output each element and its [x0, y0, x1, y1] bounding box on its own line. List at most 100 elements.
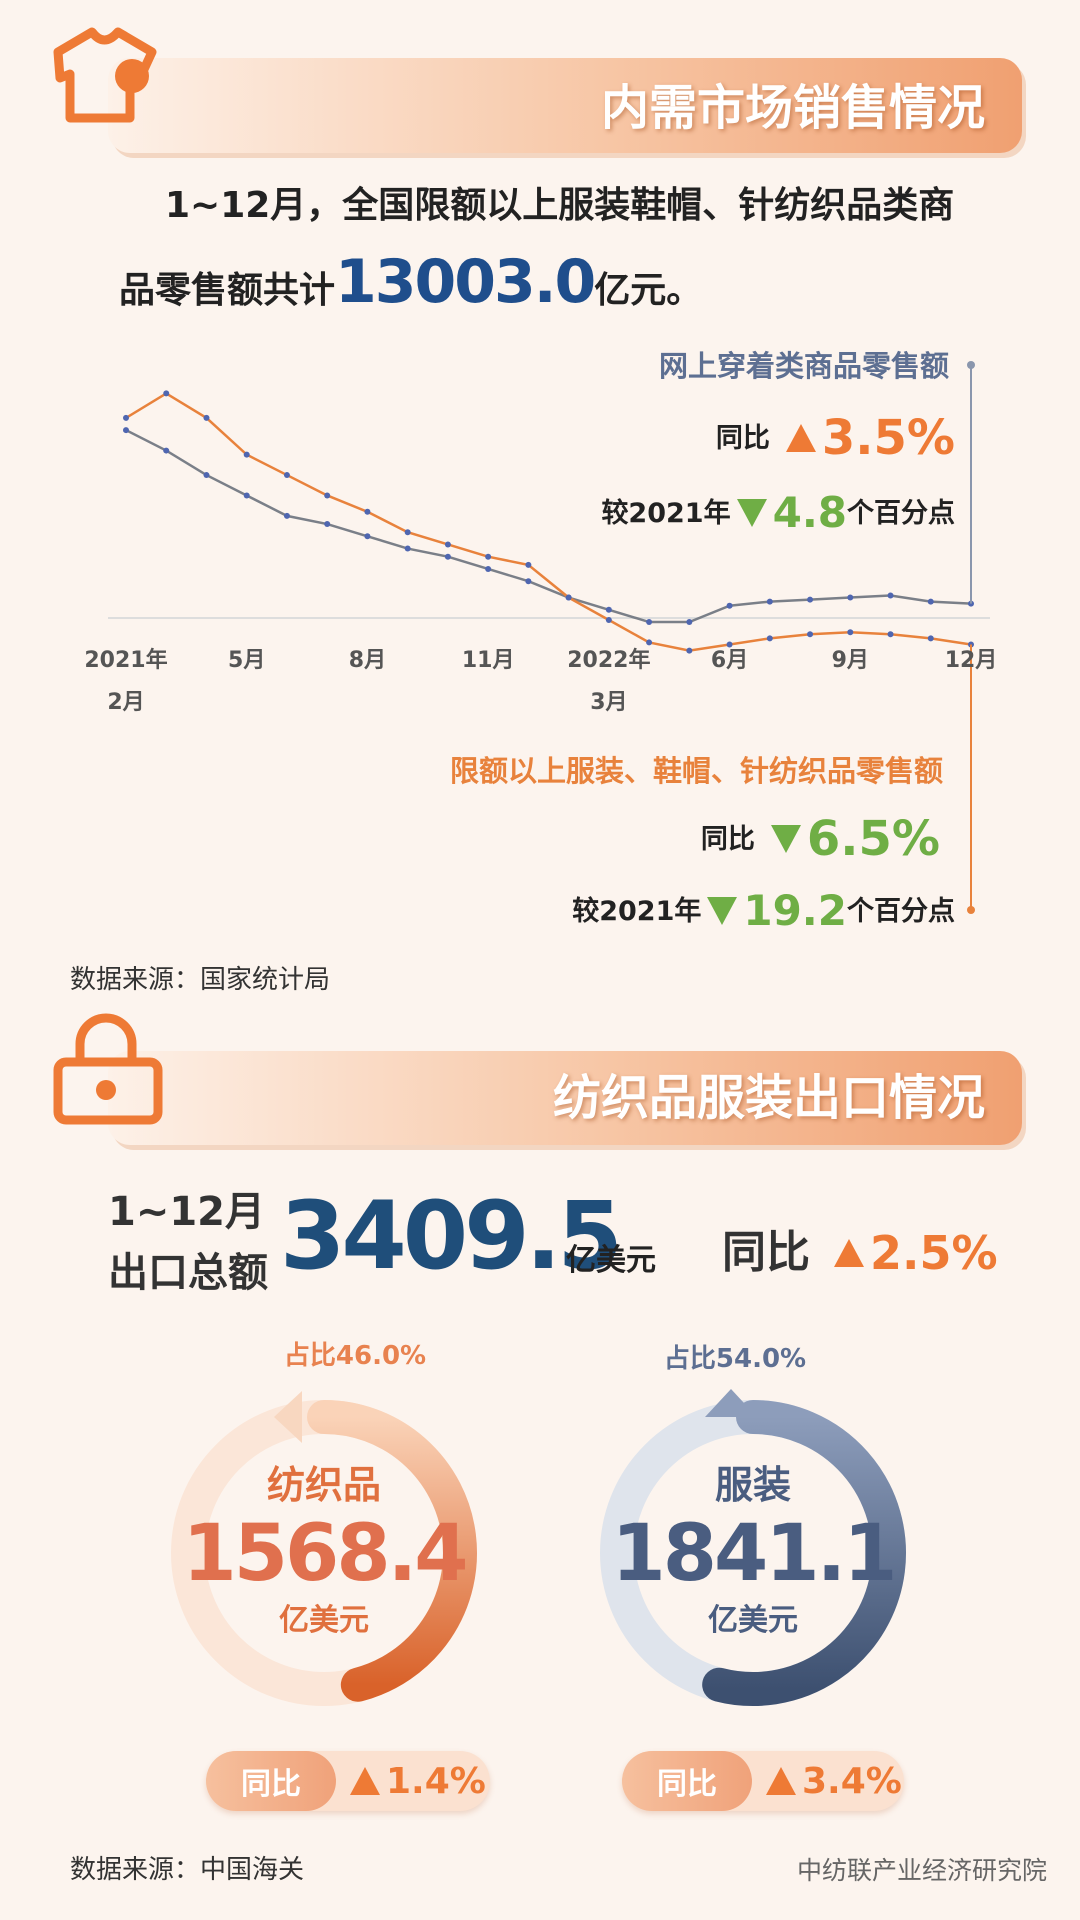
intro-text: 品零售额共计: [119, 270, 336, 311]
x-tick-label: 8月: [348, 648, 387, 673]
header-bar: [108, 1051, 1022, 1145]
point: [646, 619, 653, 626]
x-tick-label: 11月: [461, 648, 515, 673]
series-line: [125, 429, 972, 624]
point: [807, 631, 814, 638]
point: [847, 594, 854, 601]
up-arrow: [350, 1767, 380, 1795]
leader-dot: [967, 906, 975, 914]
donuts: [171, 1389, 906, 1706]
donut-arrow: [705, 1389, 757, 1417]
yoy-label: 同比: [622, 1751, 752, 1811]
x-tick-label: 5月: [228, 648, 266, 673]
up-arrow: [834, 1239, 864, 1267]
point: [444, 541, 451, 548]
donut-arc: [307, 1400, 477, 1702]
diff-value: 19.2: [743, 886, 847, 935]
share-label: 占比54.0%: [663, 1344, 807, 1374]
diff-unit: 个百分点: [847, 895, 955, 927]
point: [444, 553, 451, 560]
watermark: 中纺联产业经济研究院: [796, 1856, 1047, 1885]
point: [887, 592, 894, 599]
point: [686, 647, 693, 654]
point: [243, 492, 250, 499]
point: [686, 619, 693, 626]
point: [927, 635, 934, 642]
yoy-label: 同比: [722, 1227, 810, 1278]
item-name: 服装: [714, 1463, 791, 1507]
point: [404, 545, 411, 552]
intro-text: 1~12月，全国限额以上服装鞋帽、针纺织品类商: [165, 185, 955, 226]
down-arrow: [736, 499, 767, 527]
donut-arrow: [274, 1391, 302, 1443]
x-tick-label: 9月: [831, 648, 869, 673]
yoy-value: 3.4%: [802, 1760, 902, 1802]
x-tick-label: 2021年 2月: [84, 648, 168, 715]
unit: 亿美元: [279, 1603, 369, 1638]
yoy-row: 同比 2.5%: [722, 1230, 998, 1276]
yoy-pill: 同比 1.4%: [206, 1751, 490, 1811]
point: [766, 598, 773, 605]
export-total: 3409.5: [280, 1182, 623, 1291]
point: [927, 598, 934, 605]
point: [565, 594, 572, 601]
point: [847, 629, 854, 636]
diff-unit: 个百分点: [847, 497, 955, 529]
point: [123, 427, 129, 434]
yoy-label: 同比: [700, 823, 755, 855]
diff-row: 较2021年 4.8 个百分点: [601, 492, 955, 534]
total-value: 13003.0: [335, 247, 596, 317]
x-tick-label: 6月: [710, 648, 749, 673]
point: [525, 578, 532, 585]
diff-label: 较2021年: [572, 895, 702, 927]
yoy-value: 1.4%: [386, 1760, 486, 1802]
x-tick-label: 12月: [944, 648, 998, 673]
point: [163, 390, 170, 397]
yoy-value: 2.5%: [870, 1226, 998, 1280]
lock-dot: [96, 1080, 116, 1100]
item-amount: 1841.1: [611, 1509, 898, 1599]
point: [243, 451, 250, 458]
point: [404, 529, 411, 536]
unit: 亿美元: [708, 1603, 798, 1638]
source: 数据来源：国家统计局: [70, 965, 331, 995]
unit: 亿美元: [566, 1243, 656, 1278]
lock-shackle: [75, 1013, 137, 1062]
point: [807, 596, 814, 603]
point: [283, 472, 290, 479]
section-title: 内需市场销售情况: [600, 80, 985, 136]
down-arrow: [770, 825, 801, 853]
up-arrow: [785, 424, 816, 452]
diff-row: 较2021年 19.2 个百分点: [572, 890, 955, 932]
up-arrow: [766, 1767, 796, 1795]
point: [605, 606, 612, 613]
yoy-label: 同比: [715, 422, 770, 454]
point: [766, 635, 773, 642]
point: [887, 631, 894, 638]
point: [324, 492, 331, 499]
header-bar: [108, 58, 1022, 153]
series-label: 网上穿着类商品零售额: [658, 349, 949, 383]
export-label: 出口总额: [108, 1250, 268, 1296]
point: [163, 447, 170, 454]
section-title: 纺织品服装出口情况: [552, 1070, 985, 1126]
yoy-value: 3.5%: [821, 410, 955, 466]
point: [364, 533, 371, 540]
point: [525, 561, 532, 568]
item-amount: 1568.4: [182, 1509, 469, 1599]
share-label: 占比46.0%: [283, 1341, 427, 1371]
intro-row: 品零售额共计 13003.0 亿元。: [119, 252, 702, 312]
point: [485, 553, 492, 560]
item-name: 纺织品: [266, 1463, 381, 1507]
point: [203, 472, 210, 479]
point: [646, 639, 653, 646]
down-arrow: [707, 897, 738, 925]
shirt-icon: [53, 27, 157, 123]
yoy-row: 同比 6.5%: [701, 815, 940, 863]
x-tick-label: 2022年 3月: [567, 648, 651, 715]
diff-label: 较2021年: [601, 497, 731, 529]
point: [726, 641, 733, 648]
source: 数据来源：中国海关: [70, 1855, 305, 1885]
yoy-label: 同比: [206, 1751, 336, 1811]
